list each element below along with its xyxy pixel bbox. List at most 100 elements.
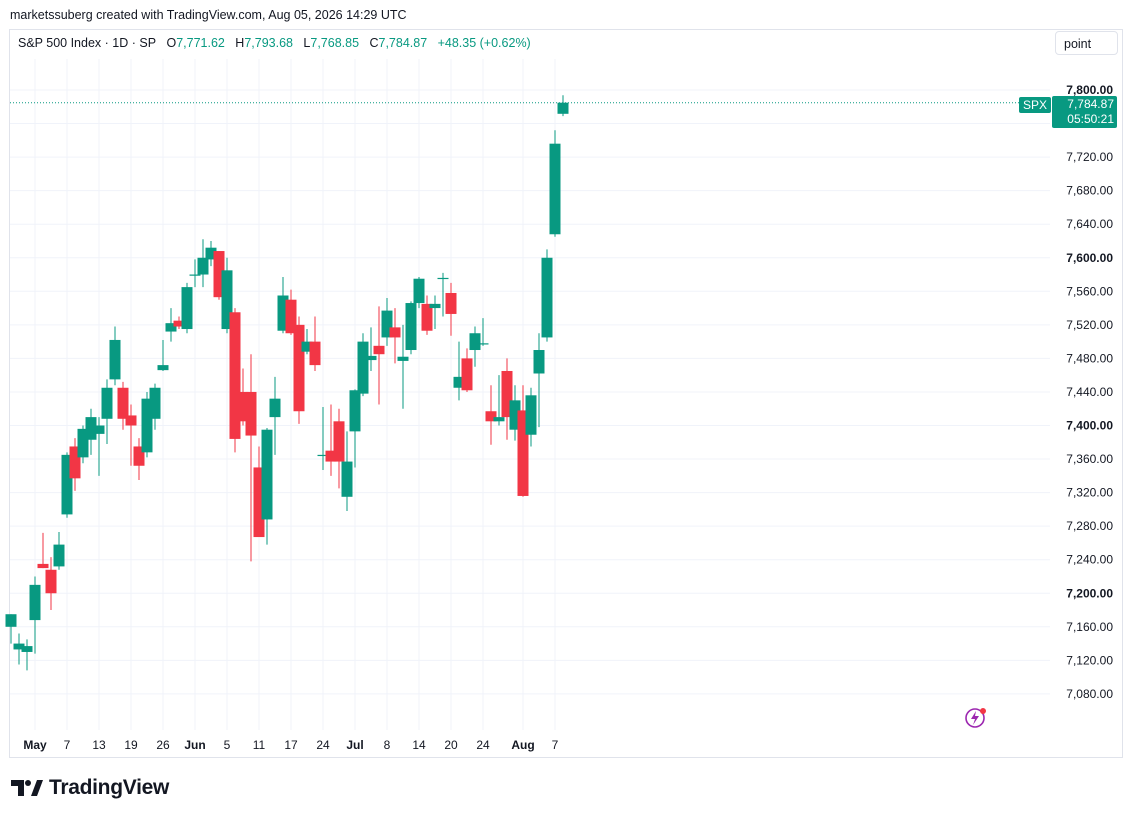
candle[interactable] [301,329,313,355]
y-tick-label: 7,400.00 [1066,419,1113,433]
y-tick-label: 7,360.00 [1066,452,1113,466]
candle[interactable] [453,341,465,401]
candle[interactable] [5,614,17,644]
candle[interactable] [197,239,209,288]
candle[interactable] [149,383,161,430]
x-tick-label: 26 [156,738,170,752]
candle[interactable] [445,282,457,336]
chart-frame[interactable] [9,29,1123,758]
candle[interactable] [277,277,289,334]
candle[interactable] [61,452,73,518]
scale-mode-button[interactable]: point [1055,31,1118,55]
candle[interactable] [69,438,81,491]
candle[interactable] [557,95,569,117]
candle[interactable] [101,379,113,444]
candle-body [45,569,57,594]
candle-body [125,415,137,426]
x-tick-label: 5 [224,738,231,752]
candle[interactable] [405,301,417,355]
candle-body [13,643,25,650]
candle[interactable] [365,327,377,371]
candle[interactable] [325,404,337,476]
candle[interactable] [253,446,265,538]
candle[interactable] [53,532,65,570]
candle[interactable] [429,295,441,330]
candle[interactable] [205,240,217,267]
candle[interactable] [165,308,177,342]
candle[interactable] [413,277,425,309]
candle-body [509,400,521,430]
candle[interactable] [221,257,233,334]
candle[interactable] [109,326,121,386]
candle-body [445,292,457,314]
candle[interactable] [261,428,273,545]
candle[interactable] [141,391,153,458]
candle[interactable] [269,376,281,455]
x-tick-label: 13 [92,738,106,752]
candle-body [77,428,89,458]
candle[interactable] [37,532,49,569]
close-value: 7,784.87 [378,36,428,50]
close-label: C [369,36,379,50]
low-value: 7,768.85 [310,36,360,50]
candle[interactable] [181,282,193,334]
candle-body [525,395,537,435]
candle[interactable] [293,316,305,424]
candle[interactable] [309,316,321,371]
candle[interactable] [381,298,393,346]
candle[interactable] [549,130,561,237]
candle-body [413,278,425,304]
candle[interactable] [125,404,137,466]
candle[interactable] [477,318,489,346]
candle-body [373,345,385,355]
candle[interactable] [237,368,249,426]
x-tick-label: Jul [346,738,363,752]
candle[interactable] [85,408,97,455]
candle[interactable] [341,431,353,512]
candle[interactable] [93,417,105,476]
candle[interactable] [333,408,345,489]
candle[interactable] [525,387,537,447]
candle[interactable] [189,259,201,288]
candle[interactable] [245,354,257,562]
candle[interactable] [533,333,545,428]
alert-icon[interactable] [965,708,986,728]
candle[interactable] [421,295,433,335]
candle[interactable] [213,251,225,300]
candle[interactable] [509,385,521,441]
candle[interactable] [29,576,41,654]
candle[interactable] [317,407,329,470]
y-tick-label: 7,200.00 [1066,586,1113,600]
candle[interactable] [349,389,361,468]
candle[interactable] [13,633,25,665]
candle[interactable] [21,639,33,671]
y-tick-label: 7,640.00 [1066,217,1113,231]
candle[interactable] [373,306,385,405]
candle[interactable] [397,324,409,409]
candle[interactable] [541,249,553,342]
tradingview-logo-icon [11,780,43,796]
candle[interactable] [133,438,145,481]
candle[interactable] [437,272,449,317]
candle[interactable] [469,326,481,367]
candle[interactable] [77,425,89,464]
candle[interactable] [517,385,529,497]
candle-body [405,303,417,351]
candle[interactable] [389,308,401,364]
candle[interactable] [173,316,185,330]
candle[interactable] [501,358,513,440]
candle[interactable] [45,557,57,611]
candle[interactable] [157,339,169,371]
candle[interactable] [485,385,497,445]
candle[interactable] [229,308,241,453]
candle[interactable] [117,381,129,430]
candle[interactable] [461,348,473,392]
candle[interactable] [493,375,505,426]
high-value: 7,793.68 [244,36,293,50]
candle-body [333,421,345,462]
high-label: H [235,36,245,50]
candle[interactable] [357,333,369,397]
candle[interactable] [285,289,297,335]
tradingview-logo[interactable]: TradingView [11,776,169,800]
